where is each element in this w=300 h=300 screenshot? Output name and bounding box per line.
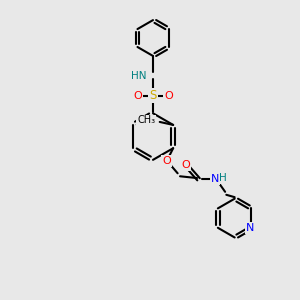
Text: H: H xyxy=(219,173,227,183)
Text: S: S xyxy=(149,89,157,102)
Text: HN: HN xyxy=(131,71,146,81)
Text: O: O xyxy=(164,91,173,101)
Text: N: N xyxy=(211,174,219,184)
Text: O: O xyxy=(182,160,190,170)
Text: N: N xyxy=(246,223,254,233)
Text: O: O xyxy=(133,91,142,101)
Text: O: O xyxy=(162,156,171,166)
Text: CH₃: CH₃ xyxy=(137,116,155,125)
